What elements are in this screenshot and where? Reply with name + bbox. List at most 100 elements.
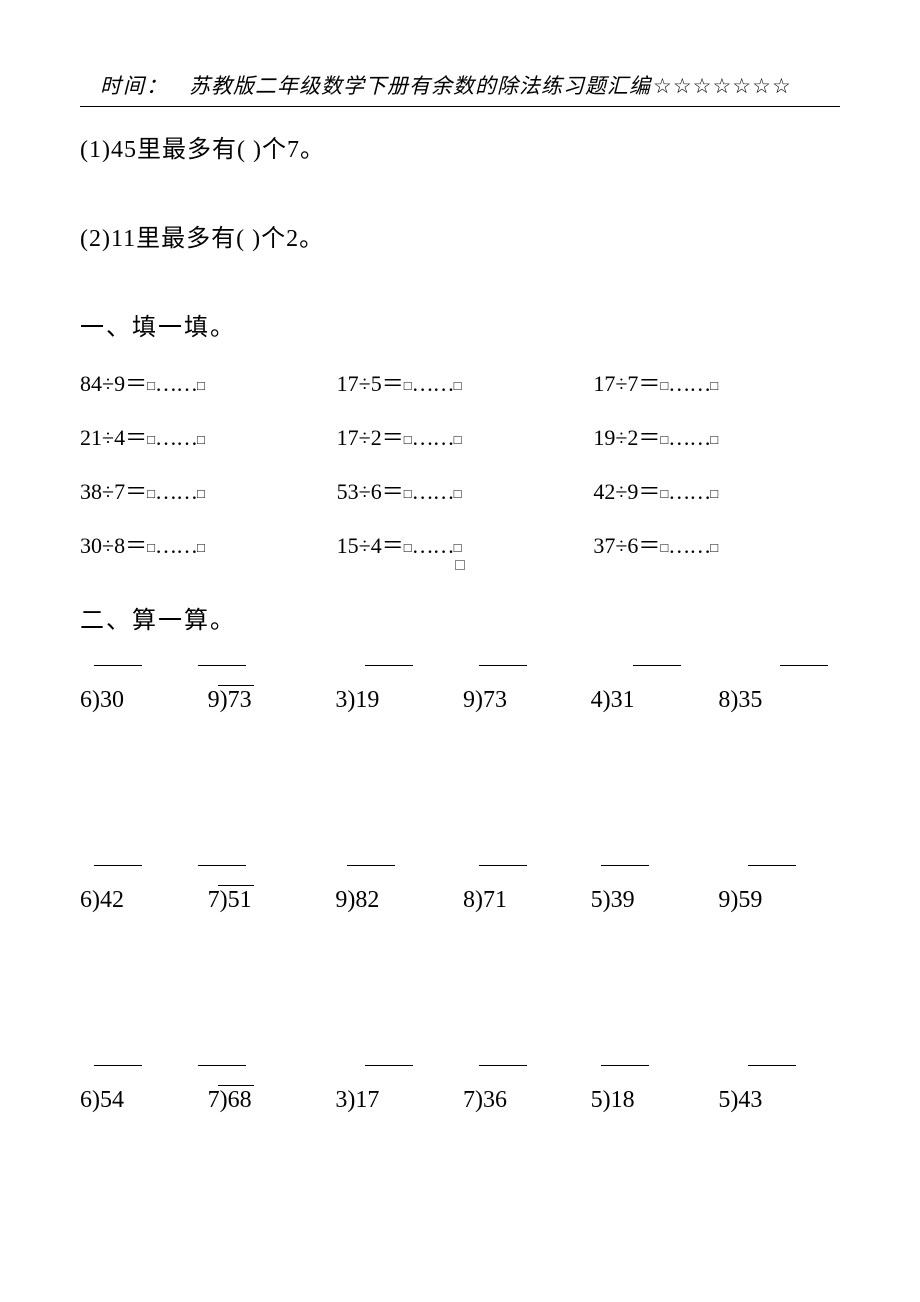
long-division-item: 7)51	[208, 865, 330, 925]
division-bracket-line	[218, 1085, 254, 1086]
fill-expression: 15÷4＝	[337, 533, 404, 558]
vinculum-line	[198, 1065, 246, 1066]
header-time-label: 时间：	[100, 70, 169, 100]
fill-expression: 37÷6＝	[593, 533, 660, 558]
remainder-box: □	[197, 540, 205, 555]
calc-row: 6)547)683)177)365)185)43	[80, 1065, 840, 1125]
long-division-item: 5)39	[591, 865, 713, 925]
long-division-item: 9)73	[463, 665, 585, 725]
long-division-item: 8)71	[463, 865, 585, 925]
division-expression: 7)51	[208, 887, 252, 914]
long-division-item: 8)35	[718, 665, 840, 725]
remainder-box: □	[197, 378, 205, 393]
division-expression: 9)82	[335, 887, 379, 914]
vinculum-line	[365, 665, 413, 666]
answer-box: □	[404, 378, 412, 393]
long-division-item: 5)18	[591, 1065, 713, 1125]
long-division-item: 9)73	[208, 665, 330, 725]
intro-question-2: (2)11里最多有( )个2。	[80, 218, 840, 253]
vinculum-line	[94, 865, 142, 866]
fill-expression: 38÷7＝	[80, 479, 147, 504]
fill-item: 17÷2＝□……□	[337, 420, 584, 452]
intro-question-1: (1)45里最多有( )个7。	[80, 129, 840, 164]
fill-item: 21÷4＝□……□	[80, 420, 327, 452]
remainder-box: □	[197, 486, 205, 501]
long-division-item: 6)42	[80, 865, 202, 925]
remainder-dots: ……	[668, 371, 710, 396]
worksheet-page: 时间： 苏教版二年级数学下册有余数的除法练习题汇编 ☆☆☆☆☆☆☆ (1)45里…	[0, 0, 920, 1302]
answer-box: □	[404, 432, 412, 447]
calc-block: 6)309)733)199)734)318)356)427)519)828)71…	[80, 665, 840, 1125]
long-division-item: 9)82	[335, 865, 457, 925]
answer-box: □	[147, 486, 155, 501]
section-2-title: 二、算一算。	[80, 600, 840, 635]
long-division-item: 3)17	[335, 1065, 457, 1125]
remainder-box: □	[197, 432, 205, 447]
remainder-box: □	[454, 486, 462, 501]
division-expression: 6)54	[80, 1087, 124, 1114]
answer-box: □	[147, 432, 155, 447]
division-expression: 7)68	[208, 1087, 252, 1114]
division-expression: 9)73	[208, 687, 252, 714]
remainder-dots: ……	[412, 371, 454, 396]
division-expression: 9)73	[463, 687, 507, 714]
vinculum-line	[479, 865, 527, 866]
remainder-dots: ……	[412, 479, 454, 504]
remainder-box: □	[710, 378, 718, 393]
remainder-dots: ……	[155, 425, 197, 450]
vinculum-line	[601, 865, 649, 866]
remainder-dots: ……	[668, 425, 710, 450]
long-division-item: 9)59	[718, 865, 840, 925]
vinculum-line	[601, 1065, 649, 1066]
vinculum-line	[198, 865, 246, 866]
remainder-dots: ……	[155, 533, 197, 558]
fill-item: 17÷7＝□……□	[593, 366, 840, 398]
division-expression: 3)19	[335, 687, 379, 714]
long-division-item: 6)54	[80, 1065, 202, 1125]
calc-row: 6)427)51 9)82 8)71 5)399)59	[80, 865, 840, 925]
fill-expression: 17÷7＝	[593, 371, 660, 396]
long-division-item: 7)68	[208, 1065, 330, 1125]
division-bracket-line	[218, 885, 254, 886]
division-expression: 8)35	[718, 687, 762, 714]
remainder-dots: ……	[668, 533, 710, 558]
remainder-box: □	[710, 486, 718, 501]
fill-expression: 21÷4＝	[80, 425, 147, 450]
remainder-box: □	[710, 540, 718, 555]
remainder-dots: ……	[412, 533, 454, 558]
fill-item: 30÷8＝□……□	[80, 528, 327, 560]
division-expression: 9)59	[718, 887, 762, 914]
fill-item: 42÷9＝□……□	[593, 474, 840, 506]
division-expression: 8)71	[463, 887, 507, 914]
fill-expression: 42÷9＝	[593, 479, 660, 504]
vinculum-line	[479, 1065, 527, 1066]
vinculum-line	[479, 665, 527, 666]
fill-item: 37÷6＝□……□	[593, 528, 840, 560]
calc-row: 6)309)733)199)734)318)35	[80, 665, 840, 725]
fill-item: 84÷9＝□……□	[80, 366, 327, 398]
section-1-title: 一、填一填。	[80, 307, 840, 342]
answer-box: □	[147, 378, 155, 393]
fill-expression: 17÷2＝	[337, 425, 404, 450]
vinculum-line	[748, 865, 796, 866]
vinculum-line	[347, 865, 395, 866]
long-division-item: 3)19	[335, 665, 457, 725]
vinculum-line	[365, 1065, 413, 1066]
fill-grid: 84÷9＝□……□17÷5＝□……□17÷7＝□……□21÷4＝□……□17÷2…	[80, 366, 840, 560]
remainder-box: □	[710, 432, 718, 447]
vinculum-line	[94, 1065, 142, 1066]
page-header: 时间： 苏教版二年级数学下册有余数的除法练习题汇编 ☆☆☆☆☆☆☆	[80, 70, 840, 107]
remainder-dots: ……	[412, 425, 454, 450]
division-expression: 4)31	[591, 687, 635, 714]
header-title: 苏教版二年级数学下册有余数的除法练习题汇编	[189, 70, 651, 100]
center-mark-icon	[455, 560, 465, 570]
remainder-dots: ……	[155, 371, 197, 396]
remainder-dots: ……	[155, 479, 197, 504]
fill-expression: 30÷8＝	[80, 533, 147, 558]
fill-expression: 53÷6＝	[337, 479, 404, 504]
answer-box: □	[404, 540, 412, 555]
division-expression: 5)18	[591, 1087, 635, 1114]
fill-expression: 19÷2＝	[593, 425, 660, 450]
division-bracket-line	[218, 685, 254, 686]
vinculum-line	[94, 665, 142, 666]
